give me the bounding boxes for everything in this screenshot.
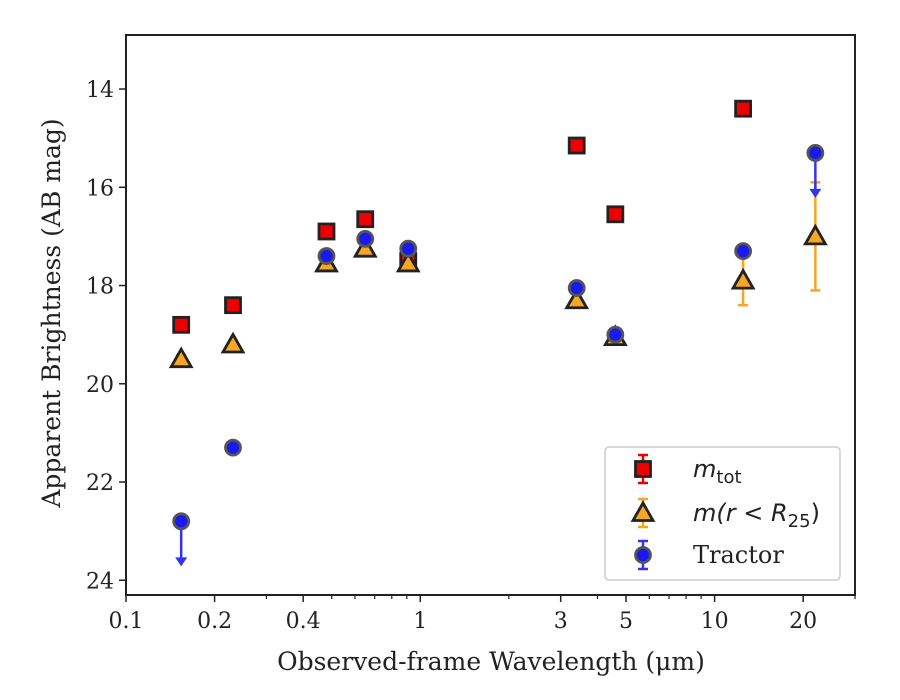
upper-limit-arrowhead [809, 188, 822, 198]
data-point-square [224, 296, 242, 315]
y-tick-label: 22 [86, 471, 114, 496]
y-axis-label: Apparent Brightness (AB mag) [37, 118, 66, 508]
data-point-triangle [220, 331, 246, 354]
legend-marker-square [634, 460, 652, 478]
legend-marker-circle [634, 546, 652, 564]
y-tick-label: 16 [86, 176, 114, 201]
y-tick-label: 24 [86, 569, 114, 594]
data-point-triangle [395, 250, 421, 273]
legend: mtot m(r < R25) Tractor [604, 446, 841, 581]
data-point-square [317, 222, 336, 241]
legend-label: m(r < R25) [693, 499, 820, 532]
plot-marks [168, 99, 828, 567]
x-tick-label: 0.2 [197, 609, 232, 634]
legend-marker-triangle [630, 500, 656, 522]
upper-limit-arrowhead [175, 557, 188, 567]
data-point-circle [806, 143, 825, 162]
y-tick-label: 18 [86, 275, 114, 300]
data-point-circle [606, 325, 625, 344]
data-point-circle [317, 247, 336, 265]
plot-frame [125, 34, 856, 596]
data-point-triangle [564, 287, 590, 310]
legend-label: Tractor [693, 541, 784, 569]
data-point-square [606, 205, 625, 224]
data-point-circle [399, 239, 418, 258]
legend-label: mtot [693, 455, 742, 488]
data-point-triangle [168, 346, 194, 369]
data-point-circle [172, 512, 191, 531]
data-point-circle [734, 242, 753, 261]
x-tick-label: 0.1 [109, 609, 144, 634]
data-point-circle [224, 438, 242, 457]
data-point-circle [567, 279, 586, 297]
x-tick-label: 3 [554, 609, 568, 634]
legend-box [604, 446, 841, 581]
x-tick-label: 0.4 [286, 609, 321, 634]
x-tick-label: 10 [701, 609, 729, 634]
data-point-square [356, 210, 375, 229]
series-circle [172, 143, 825, 567]
y-tick-label: 14 [86, 78, 114, 103]
data-point-circle [356, 229, 375, 248]
series-square [172, 99, 753, 334]
x-axis: 0.1 0.2 0.4 1 3 5 10 20 [109, 595, 856, 634]
x-tick-label: 5 [619, 609, 633, 634]
data-point-square [734, 99, 753, 118]
data-point-square [172, 315, 191, 334]
series-triangle [168, 181, 828, 369]
y-tick-label: 20 [86, 373, 114, 398]
x-tick-label: 1 [413, 609, 427, 634]
y-axis: 14 16 18 20 22 24 [86, 78, 126, 594]
x-axis-label: Observed-frame Wavelength (μm) [277, 647, 705, 676]
data-point-triangle [802, 223, 828, 246]
data-point-square [567, 136, 586, 155]
data-point-triangle [730, 267, 756, 290]
x-tick-label: 20 [789, 609, 817, 634]
